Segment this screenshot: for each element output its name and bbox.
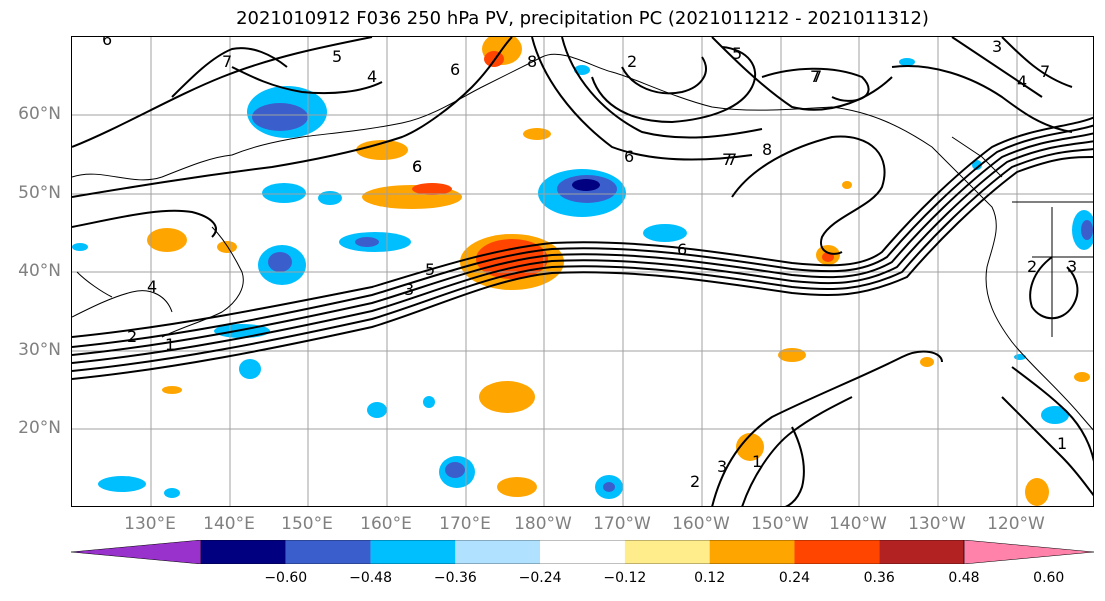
contour-label: 6	[102, 37, 112, 49]
lon-label: 120°W	[987, 514, 1045, 534]
colorbar-segments	[71, 540, 1094, 564]
contour-label: 7	[1040, 62, 1050, 81]
contour-label: 2	[690, 472, 700, 491]
contour-label: 7	[812, 67, 822, 86]
contour-label: 5	[425, 260, 435, 279]
contour-label: 3	[1067, 257, 1077, 276]
contour-label: 5	[332, 47, 342, 66]
lon-label: 150°E	[281, 514, 333, 534]
lat-label: 30°N	[18, 340, 61, 360]
lon-label: 130°W	[908, 514, 966, 534]
contour-label: 8	[527, 52, 537, 71]
contour-label: 5	[732, 44, 742, 63]
lon-label: 150°W	[751, 514, 809, 534]
map-canvas: 6 7 5 4 6 2 6 7 7 5 7 3 4 7 6 8 7 8 6 5 …	[72, 37, 1093, 506]
colorbar-segment	[879, 540, 964, 564]
contour-label: 7	[222, 52, 232, 71]
colorbar-tick-label: −0.48	[349, 570, 392, 586]
colorbar-tick-label: 0.36	[863, 570, 895, 586]
contour-label: 1	[752, 452, 762, 471]
colorbar-tick-label: 0.24	[778, 570, 811, 586]
colorbar-segment	[370, 540, 456, 564]
colorbar-extend-low	[71, 540, 202, 564]
colorbar-segment	[201, 540, 286, 564]
colorbar-extend-high	[963, 540, 1094, 564]
colorbar	[71, 540, 1094, 564]
colorbar-tick-label: 0.48	[948, 570, 980, 586]
colorbar-tick-label: −0.12	[603, 570, 647, 586]
contour-label: 7	[722, 150, 732, 169]
lon-label: 180°W	[514, 514, 572, 534]
colorbar-segment	[794, 540, 880, 564]
lon-label: 130°E	[124, 514, 176, 534]
chart-title: 2021010912 F036 250 hPa PV, precipitatio…	[236, 8, 929, 29]
lat-label: 50°N	[18, 183, 61, 203]
contour-label: 4	[1017, 72, 1027, 91]
contour-label: 2	[1027, 257, 1037, 276]
contour-label: 1	[165, 335, 175, 354]
colorbar-segment	[540, 540, 625, 564]
colorbar-segment	[709, 540, 795, 564]
precip-negative-shading	[72, 58, 1093, 499]
contour-label: 3	[404, 280, 414, 299]
map-panel: 6 7 5 4 6 2 6 7 7 5 7 3 4 7 6 8 7 8 6 5 …	[71, 36, 1094, 507]
contour-label: 6	[412, 157, 422, 176]
contour-label: 3	[717, 457, 727, 476]
colorbar-outline	[200, 540, 965, 564]
contour-label: 2	[127, 327, 137, 346]
lon-label: 140°E	[203, 514, 255, 534]
lat-label: 20°N	[18, 418, 61, 438]
contour-label: 4	[367, 67, 377, 86]
contour-label: 2	[627, 52, 637, 71]
colorbar-tick-label: −0.60	[264, 570, 308, 586]
contour-label: 6	[677, 240, 687, 259]
contour-labels: 6 7 5 4 6 2 6 7 7 5 7 3 4 7 6 8 7 8 6 5 …	[102, 37, 1077, 491]
lon-label: 170°W	[593, 514, 651, 534]
lon-label: 160°E	[360, 514, 412, 534]
contour-label: 4	[147, 277, 157, 296]
colorbar-tick-label: 0.12	[694, 570, 726, 586]
lat-label: 60°N	[18, 104, 61, 124]
colorbar-segment	[285, 540, 371, 564]
contour-label: 6	[624, 147, 634, 166]
contour-label: 7	[727, 150, 737, 169]
contour-label: 6	[412, 157, 422, 176]
colorbar-tick-label: −0.36	[433, 570, 477, 586]
lon-label: 140°W	[829, 514, 887, 534]
contour-label: 7	[810, 67, 820, 86]
contour-label: 3	[992, 37, 1002, 56]
colorbar-segment	[455, 540, 541, 564]
contour-label: 6	[450, 60, 460, 79]
colorbar-tick-label: −0.24	[518, 570, 562, 586]
pv-contours	[72, 37, 1093, 506]
lon-label: 170°E	[439, 514, 491, 534]
contour-label: 1	[1057, 434, 1067, 453]
lat-label: 40°N	[18, 261, 61, 281]
colorbar-tick-label: 0.60	[1033, 570, 1065, 586]
colorbar-segment	[624, 540, 710, 564]
lon-label: 160°W	[672, 514, 730, 534]
contour-label: 8	[762, 140, 772, 159]
